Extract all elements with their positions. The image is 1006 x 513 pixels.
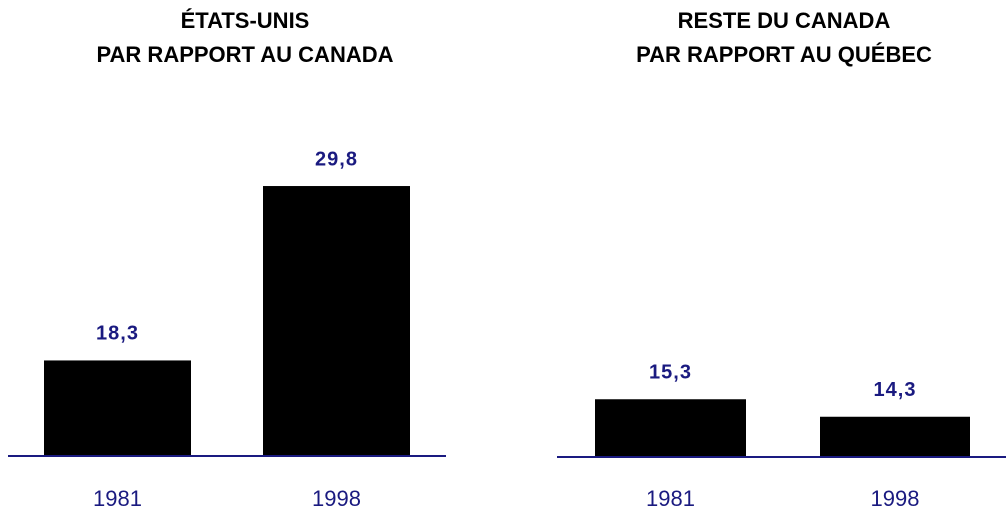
bar (595, 399, 746, 457)
data-label: 15,3 (649, 362, 692, 384)
data-label: 14,3 (874, 379, 917, 401)
x-tick-label: 1981 (93, 486, 142, 511)
x-tick-label: 1998 (312, 486, 361, 511)
bar (820, 416, 970, 457)
x-tick-label: 1981 (646, 486, 695, 511)
chart-title: ÉTATS-UNIS (181, 8, 310, 33)
data-label: 18,3 (96, 323, 139, 345)
bar (263, 186, 410, 457)
x-tick-label: 1998 (871, 486, 920, 511)
data-label: 29,8 (315, 148, 358, 170)
chart-title: PAR RAPPORT AU QUÉBEC (636, 42, 932, 67)
bar (44, 360, 191, 456)
chart-title: PAR RAPPORT AU CANADA (97, 42, 394, 67)
chart-title: RESTE DU CANADA (678, 8, 891, 33)
